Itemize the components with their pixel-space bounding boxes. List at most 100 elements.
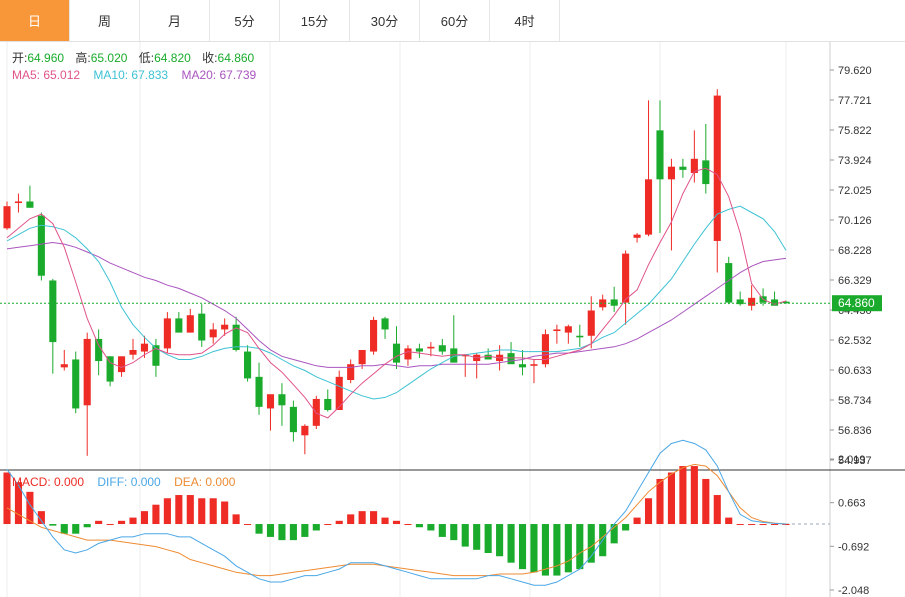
ma20-line (6, 241, 787, 368)
candle-body (667, 166, 675, 180)
open-label: 开: (12, 51, 27, 65)
candle-body (404, 348, 412, 360)
macd-bar (335, 520, 343, 525)
current-price-marker: 64.860 (0, 295, 882, 312)
candle-body (622, 253, 630, 303)
tab-month[interactable]: 月 (140, 0, 210, 41)
macd-bar (347, 514, 355, 525)
candle-body (633, 234, 641, 238)
macd-value: MACD: 0.000 (12, 475, 84, 489)
current-price-box (832, 295, 882, 312)
price-tick-label: 56.836 (838, 425, 872, 437)
price-tick-label: 70.126 (838, 215, 872, 227)
macd-bar (644, 498, 653, 525)
ma10-legend: MA10: 67.833 (93, 68, 168, 82)
candle-body (576, 335, 584, 338)
close-value: 64.860 (218, 51, 255, 65)
tab-4hour[interactable]: 4时 (490, 0, 560, 41)
price-tick-label: 54.937 (838, 455, 872, 467)
grid-lines (0, 42, 905, 597)
macd-bar (95, 520, 103, 525)
macd-bar (725, 517, 733, 525)
moving-average-lines (6, 167, 787, 419)
candle-body (72, 359, 80, 409)
macd-bar (622, 524, 630, 531)
macd-lines (6, 439, 787, 586)
tab-30min[interactable]: 30分 (350, 0, 420, 41)
candle-body (782, 301, 790, 304)
candle-body (324, 398, 332, 411)
tab-60min[interactable]: 60分 (420, 0, 490, 41)
macd-bar (507, 524, 515, 563)
macd-bar (3, 472, 11, 525)
macd-bar (690, 466, 698, 525)
candlestick-chart[interactable]: 79.620 77.721 75.822 73.924 72.025 70.126 68.2… (0, 42, 905, 597)
candle-body (770, 299, 779, 306)
candle-body (244, 351, 252, 379)
tabs-spacer (560, 0, 905, 41)
macd-bar (438, 524, 446, 537)
candle-body (106, 356, 114, 382)
macd-bar (392, 520, 401, 525)
tab-5min[interactable]: 5分 (210, 0, 280, 41)
macd-bar (49, 524, 57, 526)
macd-bar (782, 524, 790, 526)
tab-15min[interactable]: 15分 (280, 0, 350, 41)
price-tick-label: 75.822 (838, 125, 872, 137)
candle-body (301, 425, 309, 436)
candle-body (438, 345, 446, 352)
candle-body (347, 364, 355, 381)
macd-bar (221, 501, 229, 525)
candle-body (26, 201, 34, 208)
candle-body (690, 158, 698, 174)
candle-body (748, 297, 756, 306)
candles (3, 89, 790, 456)
macd-bar (358, 511, 366, 525)
macd-bar (140, 511, 149, 525)
candle-body (381, 318, 389, 330)
candle-body (335, 376, 343, 411)
macd-axis-labels: 2.019 0.663 -0.692 -2.048 (830, 454, 869, 597)
diff-value: DIFF: 0.000 (97, 475, 161, 489)
macd-bar (473, 524, 481, 550)
candle-body (221, 324, 229, 330)
ohlc-legend: 开:64.960 高:65.020 低:64.820 收:64.860 (12, 50, 255, 65)
macd-bar (770, 524, 779, 526)
candle-body (702, 160, 710, 185)
candle-body (461, 354, 469, 357)
macd-bar (37, 511, 45, 525)
macd-bar (186, 495, 194, 525)
macd-tick-label: 2.019 (838, 454, 866, 466)
ma10-line (6, 205, 787, 400)
candle-body (140, 343, 149, 352)
macd-bar (278, 524, 286, 541)
low-value: 64.820 (154, 51, 191, 65)
ma20-legend: MA20: 67.739 (181, 68, 256, 82)
candle-body (370, 319, 378, 352)
macd-bar (496, 524, 504, 557)
tab-week[interactable]: 周 (70, 0, 140, 41)
macd-legend: MACD: 0.000 DIFF: 0.000 DEA: 0.000 (12, 475, 236, 489)
candle-body (60, 364, 68, 368)
candle-body (209, 329, 217, 338)
tab-day[interactable]: 日 (0, 0, 70, 41)
candle-body (37, 215, 45, 276)
macd-bar (301, 524, 309, 537)
candle-body (186, 315, 194, 333)
price-tick-label: 66.329 (838, 275, 872, 287)
macd-bar (14, 482, 23, 525)
candle-body (118, 356, 126, 373)
candle-body (553, 329, 561, 332)
macd-bar (106, 524, 114, 526)
macd-bar (541, 524, 549, 576)
price-tick-label: 58.734 (838, 395, 872, 407)
candle-body (541, 334, 549, 365)
macd-bar (381, 517, 389, 525)
candle-body (415, 348, 423, 352)
price-tick-label: 79.620 (838, 65, 872, 77)
macd-bar (587, 524, 595, 563)
candle-body (49, 280, 57, 343)
macd-bar (26, 491, 34, 525)
candle-body (644, 179, 653, 235)
candle-body (255, 376, 263, 407)
